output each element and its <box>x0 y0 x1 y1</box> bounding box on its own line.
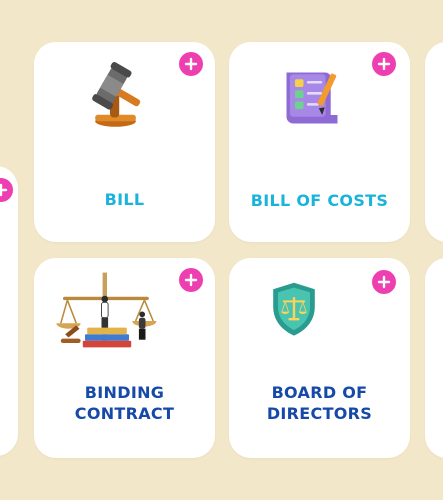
invoice-document-icon <box>286 72 338 124</box>
partial-card-right-top[interactable] <box>425 42 443 242</box>
card-title: Bill <box>104 190 145 209</box>
card-bill[interactable]: Bill <box>34 42 215 242</box>
card-title: Binding Contract <box>74 383 175 423</box>
gavel-icon <box>92 62 141 127</box>
add-button[interactable] <box>179 268 203 292</box>
card-title: Board of Directors <box>266 383 373 423</box>
plus-icon <box>184 57 198 71</box>
scales-books-icon <box>56 272 157 348</box>
partial-card-right-bottom[interactable] <box>425 258 443 458</box>
justice-shield-icon <box>273 282 315 336</box>
add-button[interactable] <box>179 52 203 76</box>
plus-icon <box>377 57 391 71</box>
card-bill-of-costs[interactable]: Bill of Costs <box>229 42 410 242</box>
card-board-of-directors[interactable]: Board of Directors <box>229 258 410 458</box>
plus-icon <box>0 183 8 197</box>
plus-icon <box>184 273 198 287</box>
add-button[interactable] <box>372 270 396 294</box>
add-button[interactable] <box>372 52 396 76</box>
plus-icon <box>377 275 391 289</box>
card-binding-contract[interactable]: Binding Contract <box>34 258 215 458</box>
add-button[interactable] <box>0 178 13 202</box>
partial-card-left[interactable] <box>0 166 18 456</box>
card-title: Bill of Costs <box>250 191 389 210</box>
